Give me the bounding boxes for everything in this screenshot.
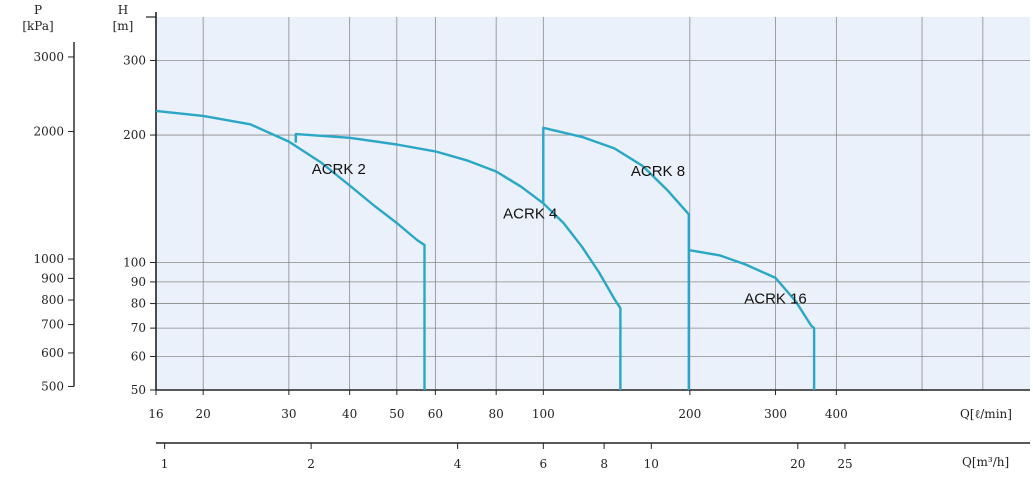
flow-m3h-tick-label: 4 (454, 457, 462, 471)
flow-lpm-tick-label: 100 (532, 407, 555, 421)
curve-label-acrk-4: ACRK 4 (503, 206, 557, 223)
curve-label-acrk-16: ACRK 16 (744, 291, 807, 308)
flow-lpm-tick-label: 16 (148, 407, 163, 421)
curve-acrk-4 (294, 132, 622, 390)
curve-label-acrk-8: ACRK 8 (631, 163, 685, 180)
performance-curves (155, 109, 816, 390)
pressure-axis-tick-label: 600 (41, 346, 64, 360)
flow-lpm-tick-label: 60 (428, 407, 443, 421)
pressure-axis-tick-label: 800 (41, 293, 64, 307)
flow-m3h-tick-label: 25 (837, 457, 852, 471)
flow-m3h-axis-title: Q[m³/h] (962, 455, 1009, 469)
flow-m3h-tick-label: 6 (540, 457, 548, 471)
flow-lpm-tick-label: 200 (678, 407, 701, 421)
head-axis-tick-label: 300 (123, 53, 146, 67)
pressure-axis-tick-label: 700 (41, 318, 64, 332)
curve-label-acrk-2: ACRK 2 (312, 161, 366, 178)
curve-acrk-8 (542, 126, 690, 390)
flow-m3h-tick-label: 20 (790, 457, 805, 471)
plot-background (156, 17, 1030, 390)
flow-lpm-tick-label: 30 (281, 407, 296, 421)
axes: 300 200 100 90 80 70 60 50 3000 2000 1000 900 800 700… (33, 12, 1030, 471)
flow-lpm-tick-label: 300 (764, 407, 787, 421)
pressure-axis-tick-label: 900 (41, 271, 64, 285)
pressure-axis-tick-label: 2000 (33, 125, 64, 139)
head-axis-title-line2: [m] (113, 19, 134, 33)
pressure-axis-title-line1: P (34, 3, 42, 17)
flow-lpm-tick-label: 400 (825, 407, 848, 421)
head-axis-tick-label: 90 (131, 275, 146, 289)
curve-labels: ACRK 2 ACRK 4 ACRK 8 ACRK 16 (312, 161, 807, 308)
head-axis-tick-label: 80 (131, 297, 146, 311)
pressure-axis-tick-label: 3000 (33, 50, 64, 64)
pressure-axis-tick-label: 1000 (33, 252, 64, 266)
head-axis-title-line1: H (118, 3, 128, 17)
flow-lpm-axis-title: Q[ℓ/min] (960, 407, 1012, 421)
head-axis-tick-label: 200 (123, 128, 146, 142)
flow-lpm-tick-label: 40 (342, 407, 357, 421)
flow-m3h-tick-label: 10 (644, 457, 659, 471)
flow-m3h-tick-label: 1 (161, 457, 169, 471)
flow-lpm-tick-label: 50 (389, 407, 404, 421)
flow-m3h-tick-label: 2 (307, 457, 315, 471)
grid (155, 17, 1030, 391)
curve-acrk-2 (155, 109, 426, 390)
head-axis-tick-label: 60 (131, 349, 146, 363)
pressure-axis-title-line2: [kPa] (22, 19, 53, 33)
flow-m3h-tick-label: 8 (600, 457, 608, 471)
flow-lpm-tick-label: 20 (196, 407, 211, 421)
curve-acrk-16 (688, 248, 816, 390)
head-axis-tick-label: 100 (123, 256, 146, 270)
pressure-axis-tick-label: 500 (41, 379, 64, 393)
flow-lpm-tick-label: 80 (489, 407, 504, 421)
head-axis-tick-label: 70 (131, 321, 146, 335)
head-axis-tick-label: 50 (131, 383, 146, 397)
